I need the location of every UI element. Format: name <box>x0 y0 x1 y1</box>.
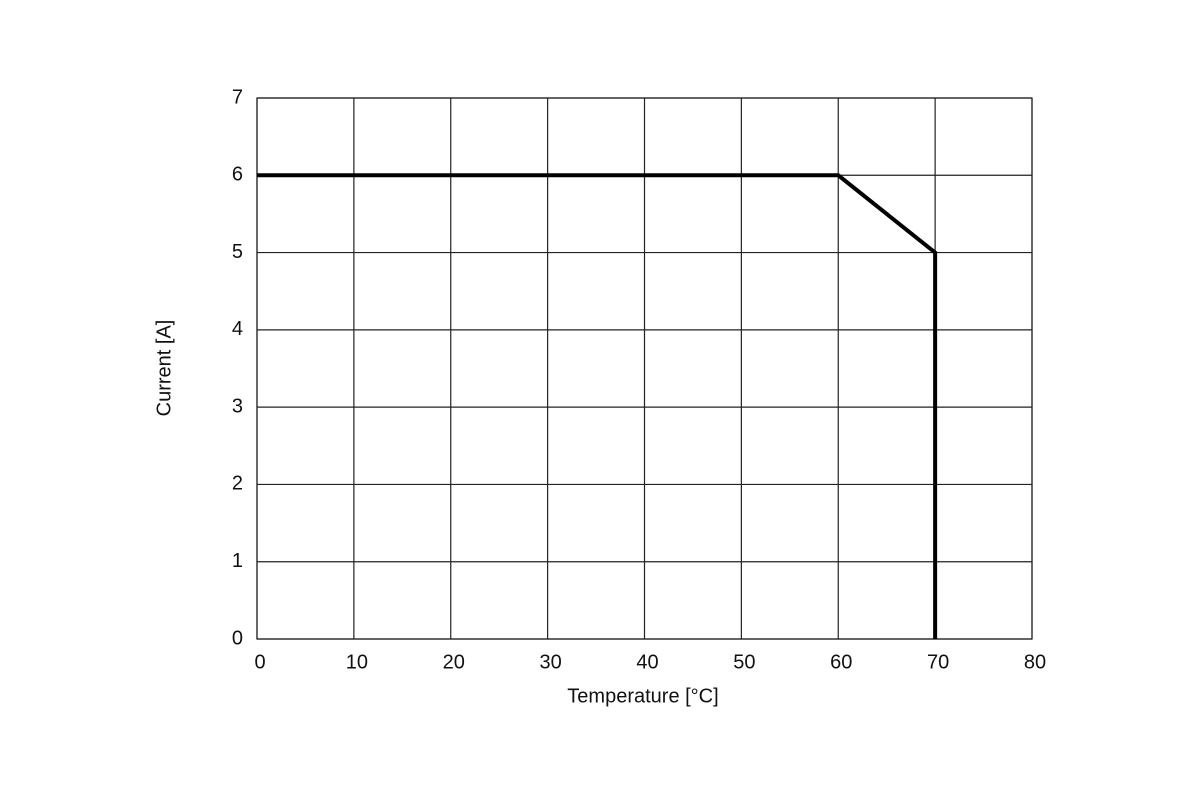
x-tick-label: 50 <box>733 651 755 673</box>
x-tick-label: 70 <box>927 651 949 673</box>
y-tick-label: 1 <box>232 550 243 572</box>
x-tick-label: 30 <box>540 651 562 673</box>
x-tick-label: 0 <box>254 651 265 673</box>
x-tick-label: 20 <box>443 651 465 673</box>
y-tick-label: 6 <box>232 164 243 186</box>
y-tick-label: 5 <box>232 241 243 263</box>
y-tick-label: 3 <box>232 395 243 417</box>
y-tick-label: 7 <box>232 86 243 108</box>
y-tick-label: 2 <box>232 473 243 495</box>
x-tick-label: 60 <box>830 651 852 673</box>
data-line <box>257 173 938 639</box>
y-tick-label: 4 <box>232 318 243 340</box>
y-axis-label: Current [A] <box>153 320 175 417</box>
x-tick-label: 10 <box>346 651 368 673</box>
x-axis-label: Temperature [°C] <box>567 685 718 707</box>
x-tick-label: 80 <box>1024 651 1046 673</box>
x-tick-label: 40 <box>636 651 658 673</box>
y-tick-label: 0 <box>232 627 243 649</box>
